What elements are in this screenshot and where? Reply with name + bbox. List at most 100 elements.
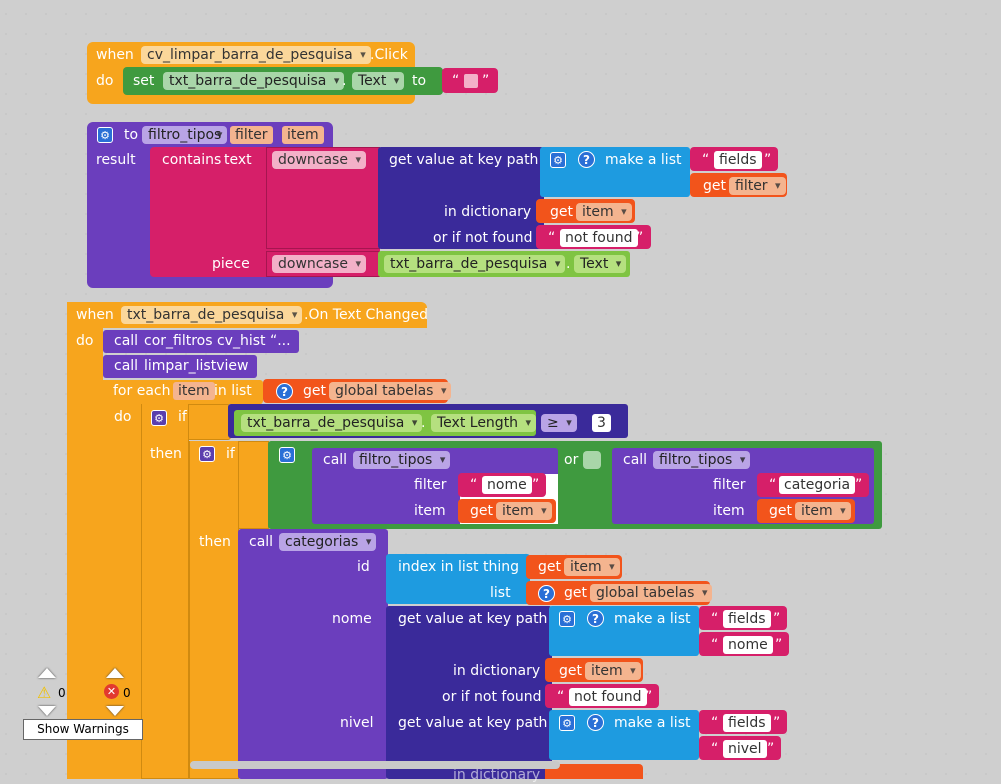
gear-icon[interactable]: ⚙ — [151, 410, 167, 426]
quote-open: “ — [769, 477, 777, 493]
component-dropdown[interactable]: txt_barra_de_pesquisa — [241, 414, 423, 432]
procedure-name: limpar_listview — [144, 358, 249, 374]
help-icon[interactable]: ? — [538, 585, 555, 602]
procedure-dropdown[interactable]: categorias — [279, 533, 377, 551]
text-label: text — [224, 152, 252, 168]
makelist-label: make a list — [605, 152, 682, 168]
item-var-dropdown[interactable]: item — [795, 502, 851, 520]
not-found-text[interactable]: not found — [560, 229, 638, 247]
operator-dropdown[interactable]: ≥ — [541, 414, 577, 432]
call-label: call — [114, 358, 139, 374]
fields-text[interactable]: fields — [723, 610, 771, 628]
procedure-dropdown[interactable]: filtro_tipos — [353, 451, 451, 469]
property-dropdown[interactable]: Text — [574, 255, 627, 273]
not-found-text[interactable]: not found — [569, 688, 647, 706]
gear-icon[interactable]: ⚙ — [199, 446, 215, 462]
get-value-block[interactable] — [378, 147, 544, 249]
do-label: do — [76, 333, 94, 349]
item-var-dropdown[interactable]: item — [496, 502, 552, 520]
gear-icon[interactable]: ⚙ — [559, 611, 575, 627]
if-label: if — [178, 409, 187, 425]
error-next-arrow-icon[interactable] — [106, 706, 124, 716]
procedure-name-field[interactable]: filtro_tipos — [142, 126, 228, 144]
call-label: call — [114, 333, 139, 349]
quote-close: ” — [855, 477, 863, 493]
quote-close: ” — [764, 152, 772, 168]
makelist-label: make a list — [614, 611, 691, 627]
get-label: get — [703, 178, 726, 194]
or-dropdown[interactable] — [583, 451, 601, 469]
get-label: get — [470, 503, 493, 519]
item-var-dropdown[interactable]: item — [564, 558, 620, 576]
fields-text[interactable]: fields — [723, 714, 771, 732]
set-label: set — [133, 73, 155, 89]
categoria-text[interactable]: categoria — [779, 476, 856, 494]
gear-icon[interactable]: ⚙ — [97, 127, 113, 143]
get-label: get — [303, 383, 326, 399]
property-dropdown[interactable]: Text Length — [431, 414, 537, 432]
set-property-dropdown[interactable]: Text — [352, 72, 405, 90]
show-warnings-button[interactable]: Show Warnings — [23, 719, 143, 740]
downcase-dropdown[interactable]: downcase — [272, 151, 366, 169]
when-label: when — [96, 47, 134, 63]
warning-next-arrow-icon[interactable] — [38, 706, 56, 716]
horizontal-scrollbar[interactable] — [190, 761, 560, 769]
index-label: index in list thing — [398, 559, 519, 575]
in-dictionary-label: in dictionary — [453, 663, 541, 679]
if-not-found-label: or if not found — [442, 689, 542, 705]
param-filter[interactable]: filter — [230, 126, 273, 144]
empty-text-field[interactable] — [464, 74, 478, 88]
dot-label: . — [421, 415, 426, 431]
nome-text[interactable]: nome — [482, 476, 532, 494]
filter-arg-label: filter — [414, 477, 447, 493]
gear-icon[interactable]: ⚙ — [550, 152, 566, 168]
call-categorias[interactable] — [238, 529, 388, 779]
get-value-block[interactable] — [386, 606, 552, 779]
get-label: get — [559, 663, 582, 679]
downcase-dropdown[interactable]: downcase — [272, 255, 366, 273]
call-cor-filtros[interactable] — [103, 330, 299, 353]
get-item-block-partial[interactable] — [545, 764, 643, 779]
help-icon[interactable]: ? — [587, 714, 604, 731]
gear-icon[interactable]: ⚙ — [279, 447, 295, 463]
loop-var-item[interactable]: item — [173, 382, 215, 400]
component-dropdown[interactable]: cv_limpar_barra_de_pesquisa — [141, 46, 371, 64]
list-label: list — [490, 585, 511, 601]
quote-open: “ — [548, 230, 556, 246]
number-field[interactable]: 3 — [592, 414, 611, 432]
warning-prev-arrow-icon[interactable] — [38, 668, 56, 678]
filter-var-dropdown[interactable]: filter — [729, 177, 786, 195]
help-icon[interactable]: ? — [276, 383, 293, 400]
fields-text[interactable]: fields — [714, 151, 762, 169]
global-var-dropdown[interactable]: global tabelas — [590, 584, 713, 602]
gear-icon[interactable]: ⚙ — [559, 715, 575, 731]
result-label: result — [96, 152, 136, 168]
contains-label: contains — [162, 152, 222, 168]
param-item[interactable]: item — [282, 126, 324, 144]
to-label: to — [412, 73, 427, 89]
procedure-name: cor_filtros cv_hist “... — [144, 333, 291, 349]
nome-text[interactable]: nome — [723, 636, 773, 654]
foreach-label: for each — [113, 383, 171, 399]
call-limpar-listview[interactable] — [103, 355, 257, 378]
component-dropdown[interactable]: txt_barra_de_pesquisa — [384, 255, 566, 273]
error-prev-arrow-icon[interactable] — [106, 668, 124, 678]
component-dropdown[interactable]: txt_barra_de_pesquisa — [121, 306, 303, 324]
item-var-dropdown[interactable]: item — [576, 203, 632, 221]
warning-icon: ⚠ — [37, 683, 52, 702]
set-component-dropdown[interactable]: txt_barra_de_pesquisa — [163, 72, 345, 90]
index-in-list-block[interactable] — [386, 554, 530, 604]
procedure-dropdown[interactable]: filtro_tipos — [653, 451, 751, 469]
item-var-dropdown[interactable]: item — [585, 662, 641, 680]
quote-open: “ — [452, 73, 460, 89]
global-var-dropdown[interactable]: global tabelas — [329, 382, 452, 400]
event-label: .Click — [370, 47, 408, 63]
nivel-text[interactable]: nivel — [723, 740, 767, 758]
help-icon[interactable]: ? — [578, 151, 595, 168]
in-list-label: in list — [214, 383, 252, 399]
quote-open: “ — [711, 715, 719, 731]
item-arg-label: item — [414, 503, 446, 519]
to-label: to — [124, 127, 139, 143]
getvalue-label: get value at key path — [398, 715, 548, 731]
help-icon[interactable]: ? — [587, 610, 604, 627]
